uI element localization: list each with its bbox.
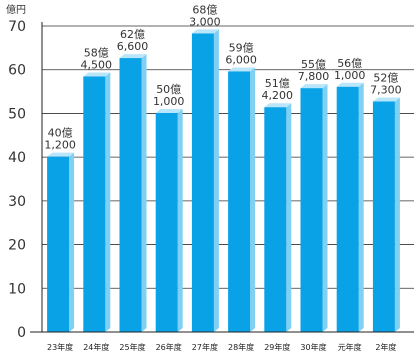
bar-top-5: [228, 67, 256, 72]
bar-side-0: [69, 152, 75, 332]
bar-8: [336, 86, 359, 333]
y-tick-label-0: 0: [17, 325, 26, 341]
data-label-man-5: 6,000: [225, 53, 257, 66]
data-label-man-3: 1,000: [153, 95, 185, 108]
y-tick-labels: 0 10 20 30 40 50 60 70: [8, 19, 26, 341]
data-label-oku-4: 68億: [192, 3, 217, 16]
bar-9: [372, 101, 395, 332]
y-tick-label-60: 60: [8, 63, 26, 79]
data-label-oku-6: 51億: [265, 77, 290, 90]
bar-side-1: [105, 72, 111, 333]
x-category-labels: 23年度 24年度 25年度 26年度 27年度 28年度 29年度 30年度 元年度 2年度: [47, 342, 396, 352]
bars-layer: [47, 29, 400, 333]
y-tick-label-50: 50: [8, 106, 26, 122]
y-axis-unit-label: 億円: [6, 3, 26, 16]
bar-7: [300, 88, 323, 332]
data-label-man-1: 4,500: [81, 58, 113, 71]
bar-5: [228, 71, 251, 332]
x-category-label-0: 23年度: [47, 342, 73, 352]
data-label-man-0: 1,200: [44, 139, 76, 152]
data-label-oku-3: 50億: [156, 83, 181, 96]
data-label-man-2: 6,600: [117, 40, 149, 53]
bar-6: [264, 107, 287, 332]
data-label-man-8: 1,000: [334, 69, 366, 82]
y-tick-label-70: 70: [8, 19, 26, 35]
y-tick-label-40: 40: [8, 150, 26, 166]
bar-top-7: [300, 84, 328, 89]
bar-side-8: [358, 82, 364, 333]
data-label-oku-2: 62億: [120, 28, 145, 41]
bar-0: [47, 156, 70, 332]
bar-top-2: [119, 54, 147, 59]
data-label-man-6: 4,200: [262, 89, 294, 102]
bar-side-4: [213, 29, 219, 333]
axis-layer: [30, 22, 414, 333]
bar-3: [155, 112, 178, 333]
x-category-label-3: 26年度: [156, 342, 182, 352]
bar-side-2: [141, 54, 147, 333]
bar-2: [119, 58, 142, 333]
bar-side-3: [177, 108, 183, 333]
x-category-label-9: 2年度: [375, 342, 396, 352]
y-tick-label-10: 10: [8, 281, 26, 297]
bar-side-6: [286, 103, 292, 332]
data-label-man-9: 7,300: [370, 83, 402, 96]
data-labels: 40億1,20058億4,50062億6,60050億1,00068億3,000…: [44, 3, 401, 151]
data-label-oku-0: 40億: [48, 127, 73, 140]
bar-side-7: [322, 84, 328, 332]
bar-top-8: [336, 82, 364, 87]
data-label-oku-8: 56億: [337, 57, 362, 70]
bar-1: [83, 76, 106, 333]
bar-side-5: [250, 67, 256, 332]
x-category-label-7: 30年度: [300, 342, 326, 352]
y-tick-label-30: 30: [8, 194, 26, 210]
bar-top-1: [83, 72, 111, 77]
bar-side-9: [394, 97, 400, 332]
bar-top-9: [372, 97, 400, 102]
data-label-oku-1: 58億: [84, 46, 109, 59]
data-label-man-4: 3,000: [189, 15, 221, 28]
y-tick-label-20: 20: [8, 238, 26, 254]
x-category-label-4: 27年度: [192, 342, 218, 352]
data-label-man-7: 7,800: [298, 70, 330, 83]
x-category-label-5: 28年度: [228, 342, 254, 352]
x-category-label-2: 25年度: [119, 342, 145, 352]
x-category-label-6: 29年度: [264, 342, 290, 352]
data-label-oku-7: 55億: [301, 58, 326, 71]
x-category-label-8: 元年度: [338, 342, 362, 352]
bar-top-4: [191, 29, 219, 34]
bar-top-3: [155, 108, 183, 113]
bar-4: [191, 33, 214, 332]
data-label-oku-9: 52億: [373, 71, 398, 84]
bar-top-6: [264, 103, 292, 108]
x-category-label-1: 24年度: [83, 342, 109, 352]
data-label-oku-5: 59億: [229, 41, 254, 54]
bar-top-0: [47, 152, 75, 157]
